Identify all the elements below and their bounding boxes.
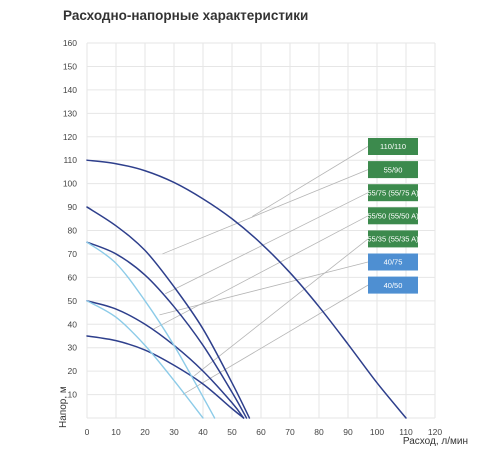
leader-line bbox=[159, 261, 369, 316]
legend-label: 40/75 bbox=[384, 258, 403, 267]
series-line bbox=[86, 206, 251, 419]
legend-label: 55/35 (55/35 A) bbox=[367, 235, 419, 244]
legend-badge bbox=[368, 138, 418, 155]
series-line bbox=[86, 241, 248, 419]
legend-label: 55/90 bbox=[384, 165, 403, 174]
x-axis-label: Расход, л/мин bbox=[403, 436, 468, 447]
y-tick-label: 60 bbox=[68, 272, 78, 282]
y-tick-label: 90 bbox=[68, 202, 78, 212]
y-tick-label: 80 bbox=[68, 226, 78, 236]
x-tick-label: 50 bbox=[227, 427, 237, 437]
x-tick-label: 60 bbox=[256, 427, 266, 437]
leader-line bbox=[182, 284, 369, 395]
x-tick-label: 90 bbox=[343, 427, 353, 437]
legend-badge bbox=[368, 161, 418, 179]
y-tick-label: 10 bbox=[68, 390, 78, 400]
y-tick-label: 20 bbox=[68, 366, 78, 376]
legend-badge bbox=[368, 253, 418, 271]
x-tick-label: 110 bbox=[399, 427, 413, 437]
legend-badge bbox=[368, 276, 418, 294]
y-tick-label: 70 bbox=[68, 249, 78, 259]
legend-badge bbox=[368, 230, 418, 248]
legend-label: 40/50 bbox=[384, 281, 403, 290]
x-tick-label: 30 bbox=[169, 427, 179, 437]
legend-badge bbox=[368, 184, 418, 202]
legend-label: 110/110 bbox=[380, 142, 406, 151]
y-tick-label: 100 bbox=[63, 179, 77, 189]
y-tick-label: 30 bbox=[68, 343, 78, 353]
x-tick-label: 40 bbox=[198, 427, 208, 437]
y-tick-label: 40 bbox=[68, 319, 78, 329]
y-tick-label: 50 bbox=[68, 296, 78, 306]
y-tick-label: 160 bbox=[63, 38, 77, 48]
leader-line bbox=[194, 238, 369, 377]
y-tick-label: 110 bbox=[63, 155, 77, 165]
x-tick-label: 10 bbox=[111, 427, 121, 437]
leader-line bbox=[153, 215, 369, 330]
legend-label: 55/50 (55/50 A) bbox=[367, 212, 419, 221]
x-tick-label: 120 bbox=[428, 427, 442, 437]
series-line bbox=[86, 300, 204, 419]
legend-badges: 110/110 55/90 55/75 (55/75 A) 55/50 (55/50 … bbox=[367, 138, 419, 294]
tick-labels: 10 20 30 40 50 60 70 80 90 100 110 120 130 140 150 160 0… bbox=[63, 38, 443, 437]
series-line bbox=[86, 241, 216, 419]
x-tick-label: 20 bbox=[140, 427, 150, 437]
leader-line bbox=[252, 146, 369, 217]
legend-badge bbox=[368, 207, 418, 225]
x-tick-label: 100 bbox=[370, 427, 384, 437]
y-tick-label: 150 bbox=[63, 61, 77, 71]
chart-title: Расходно-напорные характеристики bbox=[63, 8, 309, 23]
legend-label: 55/75 (55/75 A) bbox=[367, 188, 419, 197]
curves bbox=[86, 159, 407, 419]
y-tick-label: 130 bbox=[63, 108, 77, 118]
y-axis-label: Напор, м bbox=[58, 386, 69, 428]
y-tick-label: 120 bbox=[63, 132, 77, 142]
series-line bbox=[86, 335, 245, 419]
series-line bbox=[86, 159, 407, 419]
leader-line bbox=[165, 192, 369, 295]
x-tick-label: 0 bbox=[85, 427, 90, 437]
y-tick-label: 140 bbox=[63, 85, 77, 95]
leader-lines bbox=[153, 146, 369, 395]
x-tick-label: 80 bbox=[314, 427, 324, 437]
x-tick-label: 70 bbox=[285, 427, 295, 437]
leader-line bbox=[162, 169, 369, 255]
